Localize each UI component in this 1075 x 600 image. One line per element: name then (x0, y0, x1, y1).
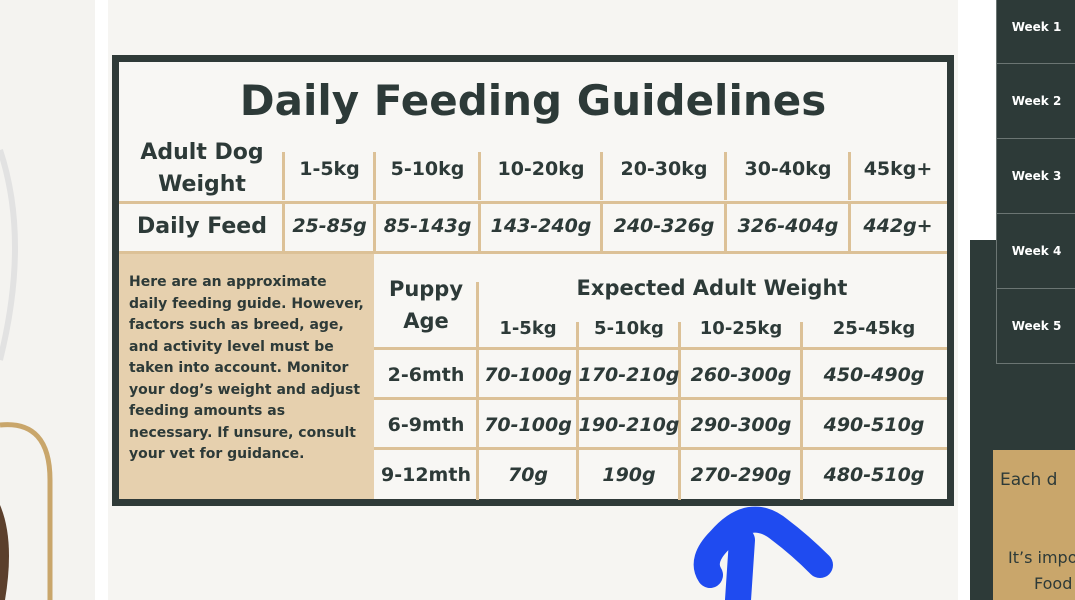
feed-value: 260-300g (690, 364, 792, 386)
age-header: Puppy Age (388, 277, 464, 333)
divider (800, 322, 803, 500)
weight-header: 30-40kg (744, 158, 832, 180)
divider (724, 203, 727, 251)
feed-value: 480-510g (823, 464, 925, 486)
sidebar-text: Food (1034, 574, 1073, 593)
feed-value: 70-100g (484, 414, 572, 436)
info-box (993, 450, 1075, 600)
feed-value: 240-326g (613, 215, 715, 237)
feed-value: 170-210g (578, 364, 680, 386)
arrow-scribble (693, 506, 833, 600)
divider (848, 203, 851, 251)
weight-header: 1-5kg (499, 317, 557, 339)
week-button: Week 5 (996, 288, 1075, 364)
note-box (119, 254, 374, 499)
weight-header: 10-20kg (497, 158, 585, 180)
divider (282, 152, 285, 200)
feed-value: 290-300g (690, 414, 792, 436)
divider (478, 203, 481, 251)
divider (600, 203, 603, 251)
divider (374, 347, 947, 350)
week-button: Week 2 (996, 63, 1075, 139)
feed-value: 270-290g (690, 464, 792, 486)
row-header: Adult Dog Weight (140, 140, 264, 197)
weight-header: 20-30kg (620, 158, 708, 180)
divider (678, 322, 681, 500)
weight-header: 25-45kg (832, 317, 916, 339)
week-button: Week 3 (996, 138, 1075, 214)
divider (373, 203, 376, 251)
feed-value: 70g (507, 464, 549, 486)
title: Daily Feeding Guidelines (239, 75, 827, 125)
weight-header: 1-5kg (299, 158, 360, 180)
weight-header: 10-25kg (699, 317, 783, 339)
divider (478, 152, 481, 200)
feed-value: 70-100g (484, 364, 572, 386)
divider (724, 152, 727, 200)
note: Here are an approximate daily feeding gu… (129, 274, 364, 462)
divider (576, 322, 579, 500)
age-label: 6-9mth (387, 414, 465, 436)
feed-value: 490-510g (823, 414, 925, 436)
week-button: Week 4 (996, 213, 1075, 289)
group-header: Expected Adult Weight (576, 276, 848, 300)
feed-value: 190g (602, 464, 656, 486)
feed-value: 143-240g (490, 215, 592, 237)
age-label: 9-12mth (381, 464, 471, 486)
feed-value: 450-490g (823, 364, 925, 386)
weight-header: 45kg+ (863, 158, 933, 180)
divider (119, 201, 947, 204)
week-button: Week 1 (996, 0, 1075, 65)
feed-value: 442g+ (863, 215, 933, 237)
divider (600, 152, 603, 200)
divider (374, 397, 947, 400)
row-header: Daily Feed (137, 213, 267, 239)
weight-header: 5-10kg (594, 317, 664, 339)
feed-value: 85-143g (383, 215, 472, 237)
divider (374, 447, 947, 450)
decoration (0, 149, 53, 600)
divider (476, 282, 479, 500)
feed-value: 25-85g (292, 215, 367, 237)
feed-value: 326-404g (737, 215, 839, 237)
sidebar-text: It’s impo (1008, 548, 1075, 567)
age-label: 2-6mth (387, 364, 465, 386)
divider (119, 251, 947, 254)
divider (848, 152, 851, 200)
feed-value: 190-210g (578, 414, 680, 436)
sidebar-text: Each d (1000, 470, 1058, 490)
divider (282, 203, 285, 251)
weight-header: 5-10kg (390, 158, 465, 180)
divider (373, 152, 376, 200)
